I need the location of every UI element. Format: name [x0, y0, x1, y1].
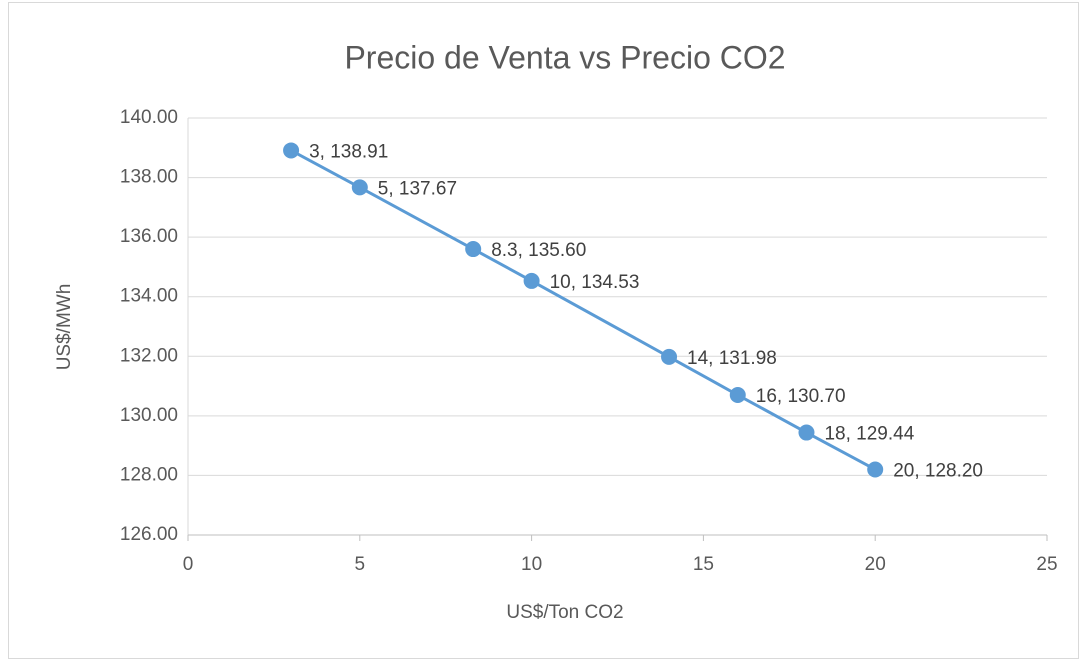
- data-point: [729, 387, 746, 404]
- y-tick-label: 130.00: [120, 405, 178, 426]
- data-point: [523, 272, 540, 289]
- data-label: 20, 128.20: [893, 460, 983, 481]
- y-tick-label: 138.00: [120, 167, 178, 188]
- data-point: [661, 348, 678, 365]
- x-tick-label: 15: [693, 554, 714, 575]
- y-tick-label: 136.00: [120, 226, 178, 247]
- series-line: [290, 149, 876, 471]
- y-tick-label: 126.00: [120, 524, 178, 545]
- y-axis-title: US$/MWh: [54, 284, 75, 371]
- x-tick-label: 10: [521, 554, 542, 575]
- x-tick-label: 20: [865, 554, 886, 575]
- data-point: [798, 424, 815, 441]
- data-point: [867, 461, 884, 478]
- data-label: 5, 137.67: [378, 178, 457, 199]
- x-tick-label: 0: [183, 554, 194, 575]
- x-tick-label: 25: [1036, 554, 1057, 575]
- data-point: [351, 179, 368, 196]
- chart-title: Precio de Venta vs Precio CO2: [344, 39, 785, 75]
- data-label: 8.3, 135.60: [491, 240, 586, 261]
- x-tick-label: 5: [355, 554, 366, 575]
- data-point: [283, 142, 300, 159]
- data-label: 10, 134.53: [550, 272, 640, 293]
- chart-border: [8, 2, 1079, 659]
- y-tick-label: 128.00: [120, 464, 178, 485]
- y-tick-label: 140.00: [120, 107, 178, 128]
- y-tick-label: 132.00: [120, 345, 178, 366]
- x-axis-title: US$/Ton CO2: [506, 602, 623, 623]
- data-label: 18, 129.44: [824, 424, 914, 445]
- data-label: 16, 130.70: [756, 386, 846, 407]
- data-label: 3, 138.91: [309, 141, 388, 162]
- data-point: [465, 241, 482, 258]
- data-label: 14, 131.98: [687, 348, 777, 369]
- y-tick-label: 134.00: [120, 286, 178, 307]
